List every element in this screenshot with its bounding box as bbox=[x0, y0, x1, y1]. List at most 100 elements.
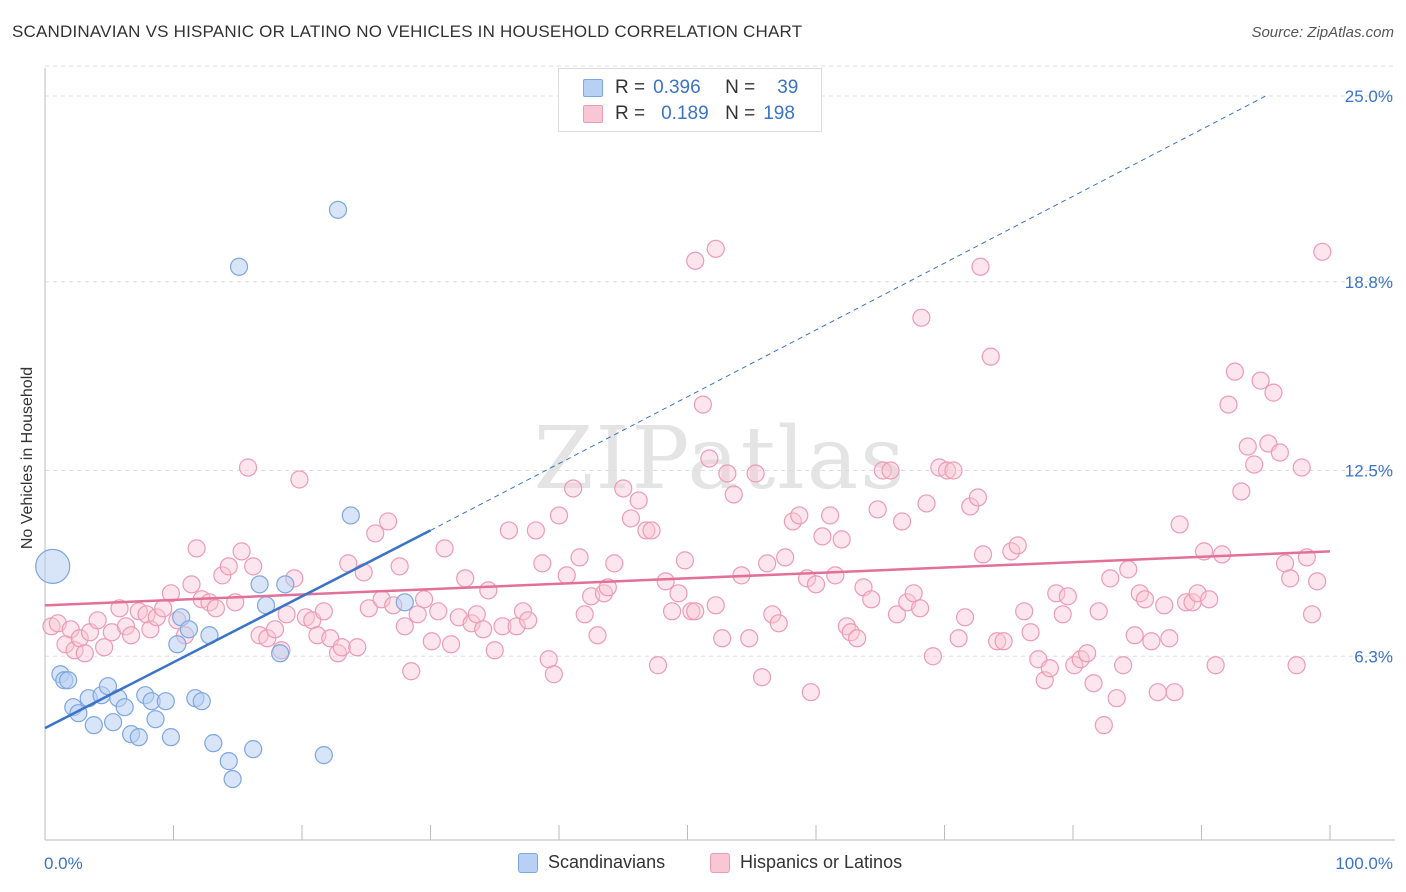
hispanic-point bbox=[1040, 659, 1059, 678]
legend-r-label: R = bbox=[615, 103, 646, 124]
hispanic-point bbox=[1021, 623, 1040, 642]
hispanic-point bbox=[1119, 560, 1138, 579]
hispanic-point bbox=[348, 638, 367, 657]
hispanic-point bbox=[637, 521, 656, 540]
hispanic-point bbox=[474, 620, 493, 639]
hispanic-point bbox=[533, 554, 552, 573]
hispanic-point bbox=[75, 644, 94, 663]
hispanic-point bbox=[408, 605, 427, 624]
hispanic-point bbox=[944, 461, 963, 480]
scandinavian-point bbox=[179, 620, 199, 639]
hispanic-point bbox=[813, 527, 832, 546]
hispanic-point bbox=[642, 521, 661, 540]
hispanic-point bbox=[686, 602, 705, 621]
scandinavian-point bbox=[250, 575, 269, 594]
hispanic-point bbox=[981, 347, 1000, 366]
hispanic-point bbox=[435, 539, 454, 558]
hispanic-point bbox=[507, 617, 526, 636]
hispanic-point bbox=[161, 584, 181, 603]
hispanic-point bbox=[917, 494, 936, 513]
hispanic-point bbox=[1142, 632, 1161, 651]
hispanic-point bbox=[1188, 584, 1207, 603]
hispanic-point bbox=[1292, 458, 1311, 477]
hispanic-point bbox=[564, 479, 583, 498]
hispanic-point bbox=[154, 599, 173, 618]
hispanic-point bbox=[1101, 569, 1120, 588]
scandinavian-point bbox=[84, 716, 103, 735]
hispanic-point bbox=[244, 557, 263, 576]
scandinavian-trendline bbox=[44, 529, 432, 730]
hispanic-point bbox=[892, 512, 912, 531]
scandinavian-point bbox=[229, 257, 249, 276]
hispanic-point bbox=[629, 491, 648, 510]
scandinavian-point bbox=[204, 734, 223, 753]
hispanic-point bbox=[213, 566, 232, 585]
y-tick-label: 25.0% bbox=[1345, 87, 1393, 106]
hispanic-point bbox=[570, 548, 589, 567]
hispanic-point bbox=[790, 506, 809, 525]
scandinavian-point bbox=[219, 752, 238, 771]
scandinavian-point bbox=[328, 200, 348, 219]
hispanic-point bbox=[1089, 602, 1108, 621]
scandinavian-point bbox=[129, 728, 148, 747]
hispanic-point bbox=[519, 611, 538, 630]
hispanic-point bbox=[395, 617, 414, 636]
x-tick-label: 0.0% bbox=[44, 854, 83, 873]
x-tick-label: 100.0% bbox=[1335, 854, 1393, 873]
hispanic-point bbox=[949, 629, 968, 648]
hispanic-point bbox=[1219, 395, 1238, 414]
hispanic-point bbox=[693, 395, 713, 414]
legend-swatch-blue bbox=[583, 79, 603, 97]
legend-item-scandinavians: Scandinavians bbox=[518, 852, 665, 873]
hispanic-point bbox=[1281, 569, 1300, 588]
legend-row-scandinavians: R = 0.396 N = 39 bbox=[583, 77, 798, 99]
hispanic-point bbox=[724, 485, 743, 504]
hispanic-point bbox=[390, 557, 409, 576]
legend-r-value: 0.189 bbox=[661, 103, 709, 124]
scandinavian-point bbox=[35, 548, 71, 584]
hispanic-point bbox=[706, 596, 725, 615]
legend-row-hispanics: R = 0.189 N = 198 bbox=[583, 103, 795, 125]
legend-n-value: 39 bbox=[777, 77, 799, 98]
hispanic-point bbox=[923, 647, 943, 666]
hispanic-point bbox=[662, 602, 682, 621]
hispanic-point bbox=[479, 581, 498, 600]
scandinavian-point bbox=[341, 506, 360, 525]
hispanic-point bbox=[973, 545, 993, 564]
hispanic-point bbox=[682, 602, 701, 621]
hispanic-point bbox=[1135, 590, 1155, 609]
hispanic-point bbox=[549, 506, 569, 525]
hispanic-point bbox=[1245, 455, 1264, 474]
scandinavian-point bbox=[115, 698, 134, 717]
hispanic-point bbox=[544, 665, 563, 684]
hispanic-point bbox=[485, 641, 504, 660]
hispanic-point bbox=[1035, 671, 1054, 690]
hispanic-point bbox=[359, 599, 378, 618]
hispanic-point bbox=[700, 449, 719, 468]
hispanic-point bbox=[1107, 689, 1126, 708]
hispanic-point bbox=[1008, 536, 1027, 555]
hispanic-point bbox=[887, 605, 907, 624]
hispanic-point bbox=[378, 512, 398, 531]
source-label: Source: ZipAtlas.com bbox=[1251, 24, 1394, 41]
hispanic-point bbox=[414, 590, 434, 609]
hispanic-point bbox=[971, 257, 990, 276]
hispanic-point bbox=[1094, 716, 1113, 735]
hispanic-point bbox=[1165, 683, 1184, 702]
hispanic-point bbox=[1160, 629, 1179, 648]
hispanic-point bbox=[290, 470, 309, 489]
hispanic-point bbox=[988, 632, 1007, 651]
correlation-legend: R = 0.396 N = 39 R = 0.189 N = 198 bbox=[558, 68, 822, 132]
legend-item-hispanics: Hispanics or Latinos bbox=[710, 852, 902, 873]
hispanic-point bbox=[456, 569, 475, 588]
scandinavian-point bbox=[192, 692, 211, 711]
hispanic-point bbox=[1232, 482, 1251, 501]
hispanic-point bbox=[137, 605, 156, 624]
hispanic-point bbox=[65, 641, 84, 660]
hispanic-point bbox=[752, 668, 772, 687]
hispanic-point bbox=[746, 464, 765, 483]
scandinavian-point bbox=[156, 692, 175, 711]
y-tick-label: 12.5% bbox=[1345, 462, 1393, 481]
hispanic-point bbox=[1015, 602, 1034, 621]
